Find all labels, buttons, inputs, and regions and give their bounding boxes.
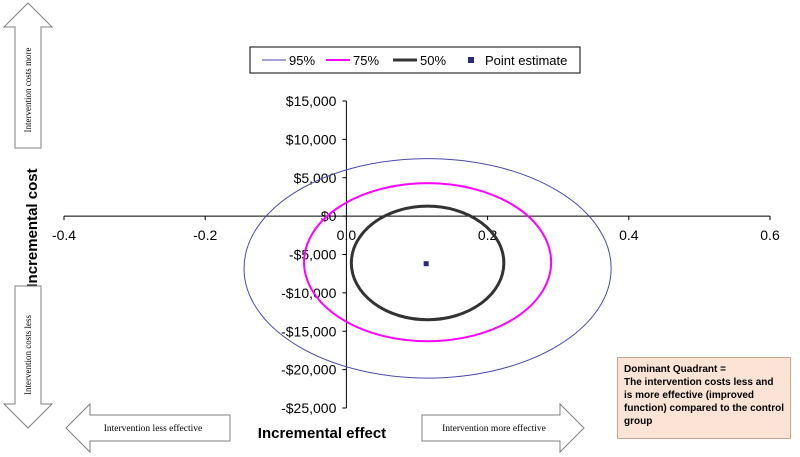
ellipse-95pct [243,158,612,379]
ellipse-50pct [349,204,506,322]
dominant-quadrant-title: Dominant Quadrant = [624,364,726,375]
y-tick-label: $10,000 [286,131,337,147]
x-tick-label: -0.2 [193,227,217,243]
costs-more-label: Intervention costs more [23,48,33,133]
y-tick-label: -$15,000 [281,323,336,339]
dominant-quadrant-text: The intervention costs less and is more … [624,377,784,427]
x-tick-label: 0.0 [337,227,357,243]
legend-label: Point estimate [485,53,567,68]
plot-marks [243,158,612,379]
right-arrow-shape [421,402,585,454]
legend-label: 95% [289,53,315,68]
legend: 95% 75% 50% Point estimate [249,46,581,74]
more-effective-label: Intervention more effective [442,423,546,434]
costs-less-label: Intervention costs less [23,315,33,395]
up-arrow-shape [2,2,54,149]
less-effective-label: Intervention less effective [104,423,202,434]
x-axis-title: Incremental effect [258,425,386,442]
x-tick-label: 0.6 [760,227,780,243]
more-effective-arrow: Intervention more effective [421,402,585,454]
less-effective-arrow: Intervention less effective [65,402,231,454]
costs-more-arrow: Intervention costs more [2,2,54,149]
left-arrow-shape [65,402,231,454]
legend-swatch [468,57,474,63]
y-tick-label: -$5,000 [289,247,337,263]
y-tick-label: $5,000 [294,170,337,186]
y-tick-label: -$25,000 [281,400,336,416]
axes: -0.4 -0.2 0.0 0.2 0.4 0.6$15,000$10,000$5,000… [52,93,780,416]
x-tick-label: 0.4 [619,227,639,243]
y-tick-label: -$20,000 [281,362,336,378]
y-tick-label: $15,000 [286,93,337,109]
dominant-quadrant-note: Dominant Quadrant = The intervention cos… [617,357,791,439]
y-axis-title: Incremental cost [24,168,41,287]
costs-less-arrow: Intervention costs less [2,285,54,429]
legend-label: 50% [420,53,446,68]
legend-label: 75% [353,53,379,68]
y-tick-label: -$10,000 [281,285,336,301]
down-arrow-shape [2,285,54,429]
ellipse-75pct [303,182,553,343]
point-estimate-marker [423,261,429,267]
x-tick-label: -0.4 [52,227,76,243]
